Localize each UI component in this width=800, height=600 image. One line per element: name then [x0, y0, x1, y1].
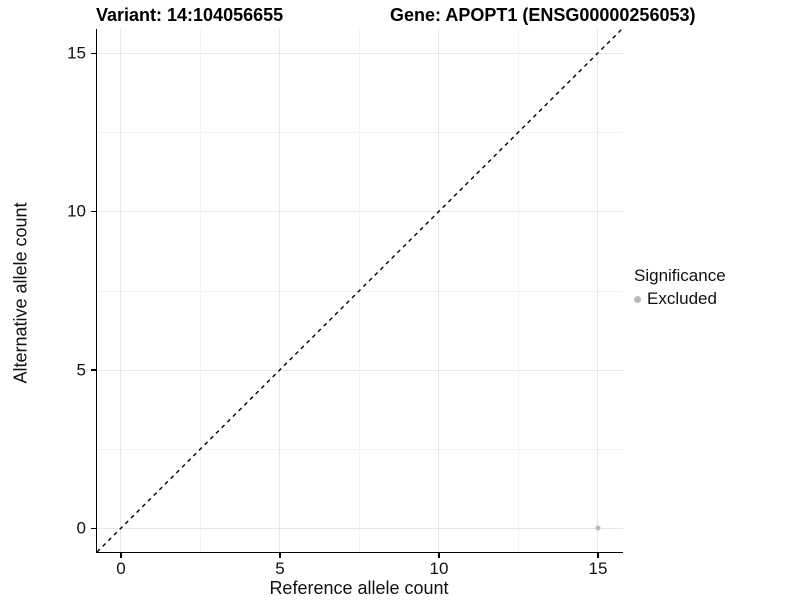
- gridline-x-major: [279, 29, 280, 552]
- x-tick-mark: [597, 553, 599, 558]
- legend-item-excluded: Excluded: [634, 289, 726, 309]
- gridline-y-major: [97, 369, 623, 371]
- gene-title: Gene: APOPT1 (ENSG00000256053): [390, 5, 696, 25]
- x-tick-label: 5: [275, 559, 285, 578]
- y-tick-mark: [91, 369, 96, 371]
- variant-title: Variant: 14:104056655: [96, 5, 284, 25]
- data-point-excluded: [595, 525, 600, 531]
- gridline-y-minor: [97, 132, 623, 133]
- x-tick-label: 15: [588, 559, 608, 578]
- legend-title: Significance: [634, 266, 726, 285]
- x-axis-title: Reference allele count: [269, 578, 449, 598]
- gridline-y-minor: [97, 449, 623, 450]
- x-tick-mark: [279, 553, 281, 558]
- legend-item-label: Excluded: [647, 289, 717, 308]
- gridline-x-major: [597, 29, 598, 552]
- gridline-y-minor: [97, 290, 623, 292]
- y-axis-title: Alternative allele count: [10, 202, 31, 384]
- x-tick-label: 0: [116, 559, 126, 578]
- gridline-y-major: [97, 528, 623, 529]
- y-tick-label: 10: [67, 201, 86, 221]
- x-tick-mark: [438, 553, 440, 558]
- y-tick-mark: [91, 52, 96, 54]
- x-tick-mark: [120, 553, 122, 558]
- y-tick-label: 0: [76, 518, 86, 538]
- y-tick-mark: [91, 210, 96, 212]
- gridline-y-major: [97, 211, 623, 212]
- gridline-y-major: [97, 53, 623, 54]
- x-tick-label: 10: [429, 559, 449, 578]
- identity-dashed-line: [96, 28, 623, 553]
- y-tick-label: 15: [67, 43, 86, 63]
- plot-panel: [96, 28, 623, 553]
- gridline-x-major: [120, 29, 121, 552]
- gridline-x-major: [438, 29, 439, 552]
- legend-key-dot-icon: [634, 295, 641, 303]
- legend: Significance Excluded: [634, 266, 726, 309]
- y-tick-label: 5: [76, 360, 86, 380]
- y-tick-mark: [91, 527, 96, 529]
